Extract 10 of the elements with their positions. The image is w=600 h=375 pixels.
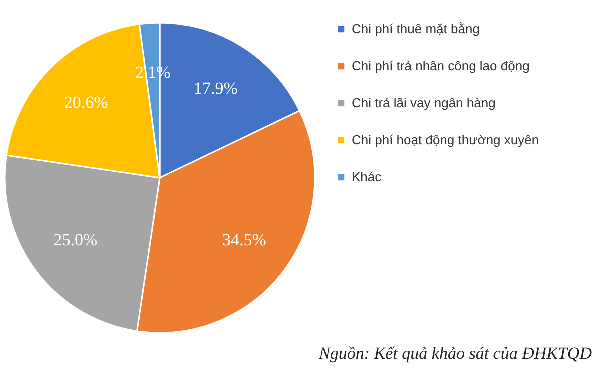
data-label: 17.9% bbox=[194, 79, 238, 98]
data-label: 25.0% bbox=[54, 230, 98, 250]
data-label: 20.6% bbox=[64, 93, 108, 112]
data-label: 34.5% bbox=[222, 230, 266, 250]
legend-label: Chi phí trả nhân công lao động bbox=[352, 58, 530, 74]
legend-label: Chi trả lãi vay ngân hàng bbox=[352, 96, 496, 110]
legend-label: Chi phí thuê mặt bằng bbox=[352, 22, 480, 36]
legend-label: Khác bbox=[352, 170, 382, 184]
text: Nguồn: Kết quả khảo sát của ĐHKTQD bbox=[318, 344, 592, 364]
legend-label: Chi phí hoạt động thường xuyên bbox=[352, 132, 540, 148]
